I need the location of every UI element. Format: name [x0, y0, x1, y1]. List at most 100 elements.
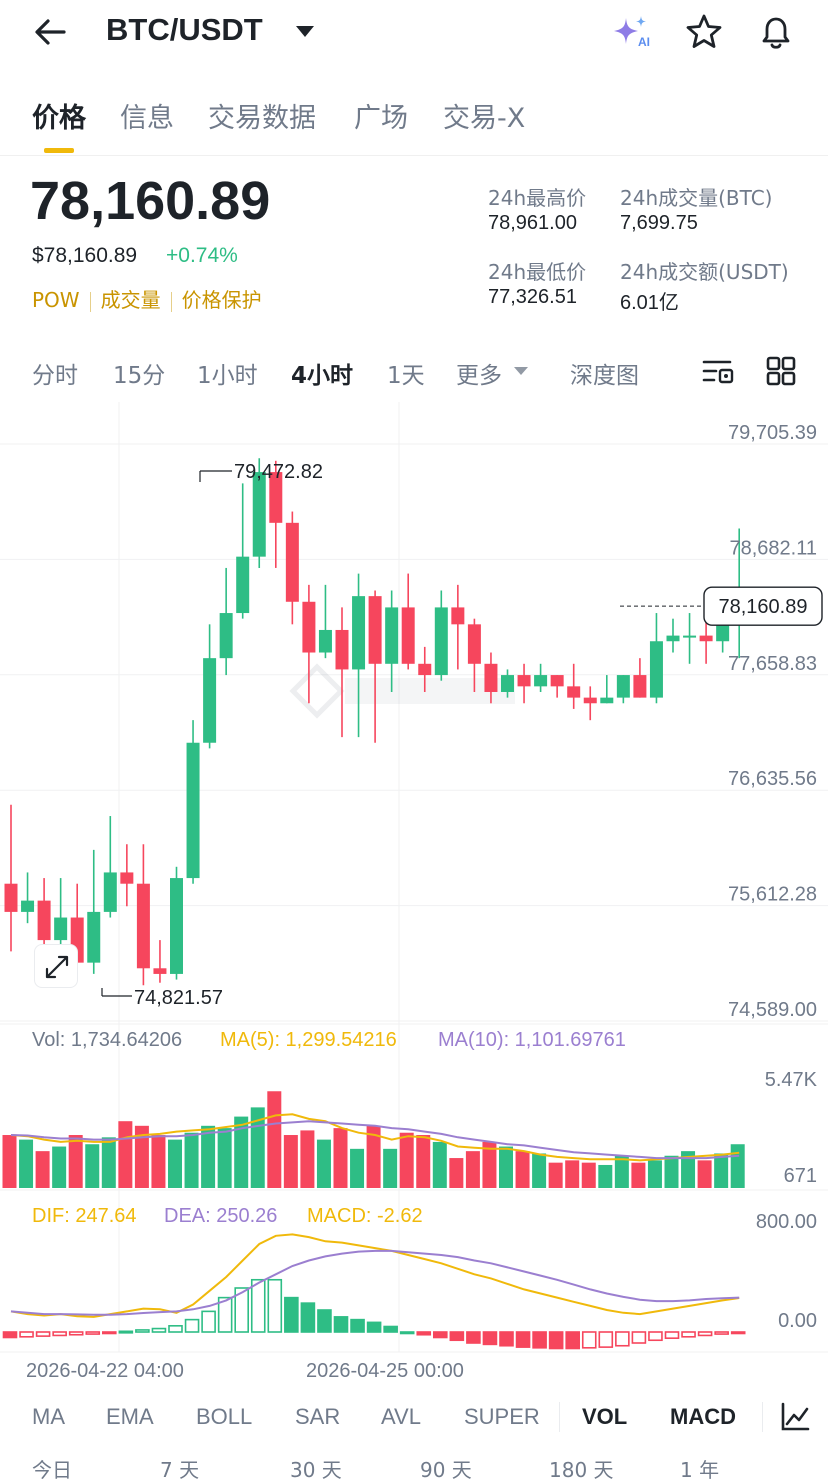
- macd-bar: [85, 1331, 101, 1335]
- volume-bar: [432, 1141, 447, 1188]
- indicator-vol[interactable]: VOL: [582, 1404, 628, 1429]
- macd-bar: [515, 1331, 531, 1348]
- candle: [170, 866, 183, 980]
- macd-bar: [681, 1331, 696, 1338]
- volume-bar: [681, 1151, 696, 1188]
- low-label: 24h最低价: [488, 260, 587, 284]
- more-caret-icon[interactable]: [514, 367, 528, 375]
- dif-label: DIF: 247.64: [32, 1205, 137, 1227]
- tab-square[interactable]: 广场: [354, 103, 408, 134]
- indicator-ma[interactable]: MA: [32, 1404, 65, 1429]
- macd-bar: [730, 1331, 746, 1335]
- dif-line: [10, 1233, 740, 1318]
- macd-bar: [267, 1278, 283, 1333]
- tab-trading-data[interactable]: 交易数据: [208, 103, 316, 134]
- star-icon[interactable]: [684, 12, 724, 52]
- interval-1h[interactable]: 1小时: [197, 363, 258, 389]
- indicator-divider: [559, 1402, 560, 1432]
- ai-sparkle-icon[interactable]: AI: [610, 14, 654, 54]
- vol-tick-bottom: 671: [784, 1165, 817, 1187]
- volume-bar: [515, 1151, 530, 1188]
- chart-settings-icon[interactable]: [700, 354, 734, 388]
- tab-price[interactable]: 价格: [32, 103, 86, 134]
- indicator-divider-2: [762, 1402, 763, 1432]
- high-value: 78,961.00: [488, 212, 577, 234]
- last-price: 78,160.89: [30, 171, 271, 231]
- tab-trade-x[interactable]: 交易-X: [443, 103, 526, 134]
- volume-bar: [35, 1151, 50, 1188]
- tag-volume[interactable]: 成交量: [100, 288, 161, 312]
- candle: [153, 940, 167, 983]
- macd-bar: [714, 1331, 729, 1335]
- pair-dropdown-caret-icon[interactable]: [296, 26, 314, 37]
- indicator-settings-icon[interactable]: [778, 1400, 812, 1434]
- macd-bar: [2, 1331, 18, 1339]
- candle: [136, 844, 150, 986]
- volume-bar: [168, 1139, 182, 1188]
- volume-bar: [234, 1116, 249, 1188]
- indicator-sar[interactable]: SAR: [295, 1404, 341, 1429]
- macd-bar: [648, 1331, 663, 1342]
- tag-pow[interactable]: POW: [32, 288, 80, 312]
- interval-15m[interactable]: 15分: [113, 363, 166, 389]
- indicator-ema[interactable]: EMA: [106, 1404, 154, 1429]
- price-change: +0.74%: [166, 244, 238, 267]
- tag-price-protection[interactable]: 价格保护: [181, 288, 262, 312]
- volume-bar: [366, 1125, 381, 1188]
- range-30d[interactable]: 30 天: [290, 1458, 342, 1482]
- pair-selector[interactable]: BTC/USDT: [106, 12, 263, 47]
- macd-bar: [284, 1296, 299, 1333]
- volume-bar: [267, 1091, 282, 1188]
- range-bar: 今日 7 天 30 天 90 天 180 天 1 年: [0, 1450, 828, 1482]
- candle: [203, 624, 217, 749]
- interval-more[interactable]: 更多: [456, 363, 502, 389]
- range-180d[interactable]: 180 天: [549, 1458, 614, 1482]
- volume-bar: [52, 1146, 67, 1188]
- current-price-marker[interactable]: 78,160.89: [620, 586, 823, 626]
- candle: [385, 590, 399, 692]
- candle: [583, 686, 597, 721]
- candle: [534, 663, 548, 692]
- macd-bar: [350, 1318, 365, 1333]
- indicator-super[interactable]: SUPER: [464, 1404, 540, 1429]
- tab-info[interactable]: 信息: [120, 103, 174, 134]
- macd-bar: [201, 1310, 216, 1333]
- interval-1d[interactable]: 1天: [387, 363, 425, 389]
- kline-chart[interactable]: 79,705.39 78,682.11 77,658.83 76,635.56 75,6…: [0, 402, 828, 1354]
- fullscreen-button[interactable]: [34, 944, 78, 988]
- volume-bar: [250, 1107, 265, 1188]
- macd-bar: [118, 1330, 134, 1334]
- macd-tick-zero: 0.00: [778, 1310, 817, 1332]
- volume-bar: [68, 1135, 83, 1188]
- volume-bar: [300, 1130, 315, 1188]
- indicator-macd[interactable]: MACD: [670, 1404, 736, 1429]
- macd-bar: [482, 1331, 498, 1346]
- volume-ma10-line: [10, 1120, 740, 1160]
- interval-4h[interactable]: 4小时: [291, 363, 354, 389]
- macd-bar: [135, 1329, 150, 1333]
- candle: [467, 618, 481, 692]
- volume-bar: [565, 1160, 580, 1188]
- indicator-avl[interactable]: AVL: [381, 1404, 421, 1429]
- indicator-boll[interactable]: BOLL: [196, 1404, 253, 1429]
- current-price-label: 78,160.89: [719, 596, 808, 618]
- volume-bar: [730, 1144, 745, 1188]
- interval-depth[interactable]: 深度图: [570, 363, 639, 389]
- volume-bar: [581, 1162, 596, 1188]
- expand-icon: [45, 955, 69, 979]
- candle: [699, 618, 713, 664]
- candle: [517, 663, 531, 704]
- range-7d[interactable]: 7 天: [160, 1458, 200, 1482]
- macd-bar: [168, 1325, 183, 1333]
- grid-layout-icon[interactable]: [764, 354, 798, 388]
- range-today[interactable]: 今日: [32, 1458, 72, 1482]
- candle: [186, 720, 200, 884]
- range-1y[interactable]: 1 年: [680, 1458, 720, 1482]
- range-90d[interactable]: 90 天: [420, 1458, 472, 1482]
- interval-timeline[interactable]: 分时: [32, 363, 78, 389]
- candle: [318, 584, 332, 659]
- back-arrow-icon[interactable]: [30, 14, 70, 50]
- vol-ma10-label: MA(10): 1,101.69761: [438, 1029, 626, 1051]
- volume-bar: [631, 1162, 646, 1188]
- bell-icon[interactable]: [756, 12, 796, 52]
